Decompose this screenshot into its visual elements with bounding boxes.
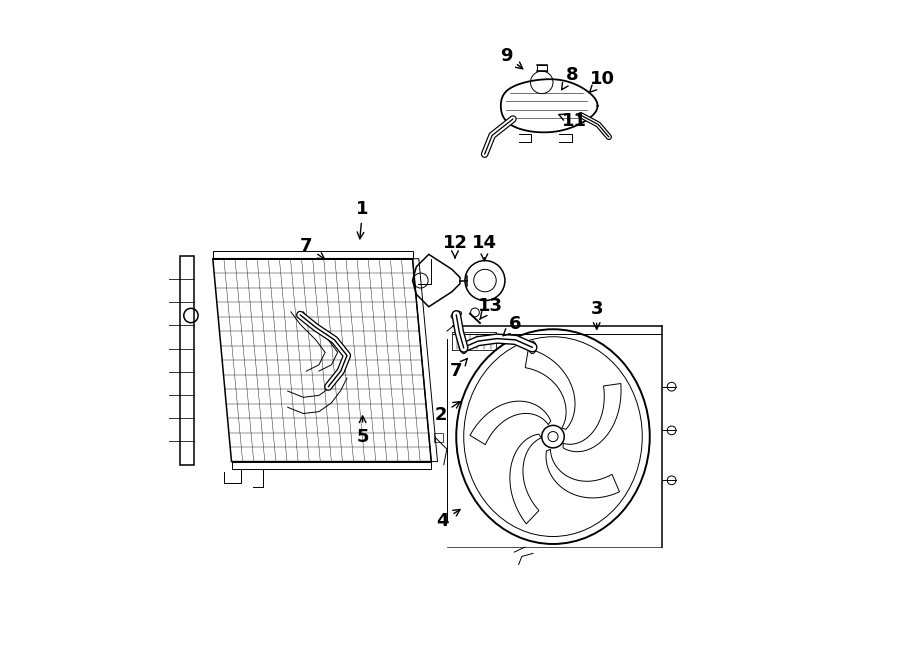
Text: 12: 12 [443,234,467,258]
Text: 3: 3 [590,299,603,329]
Text: 13: 13 [478,297,503,319]
Text: 2: 2 [435,402,460,424]
Text: 8: 8 [562,65,578,90]
Text: 1: 1 [356,200,369,239]
Text: 7: 7 [450,358,467,380]
Text: 6: 6 [503,315,522,336]
Text: 7: 7 [301,237,325,259]
Text: 11: 11 [559,112,588,130]
Text: 9: 9 [500,47,523,69]
Text: 10: 10 [590,70,616,93]
Text: 5: 5 [356,416,369,446]
Text: 4: 4 [436,510,460,530]
Text: 14: 14 [472,234,497,260]
